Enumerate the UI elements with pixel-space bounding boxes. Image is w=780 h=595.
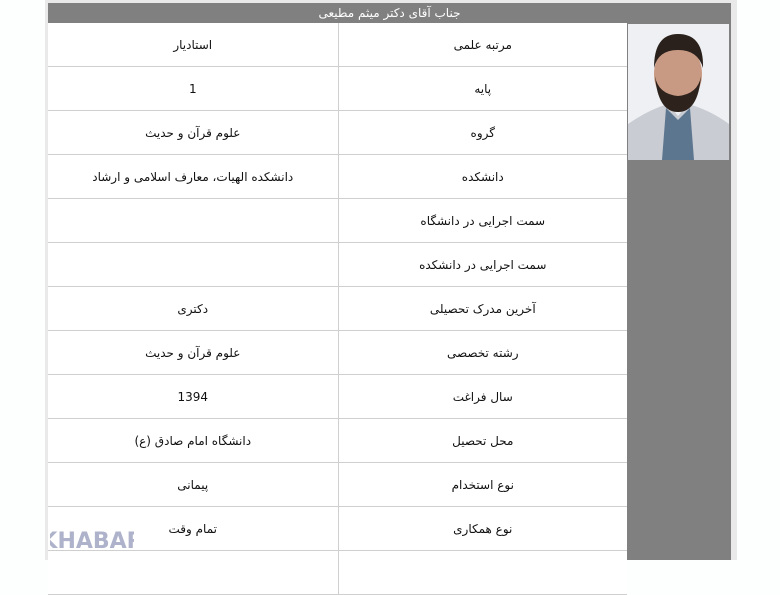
- row-label: محل تحصیل: [452, 433, 514, 448]
- row-label: آخرین مدرک تحصیلی: [429, 301, 536, 316]
- table-row: سمت اجرایی در دانشگاه: [48, 199, 627, 243]
- row-label: نوع همکاری: [453, 521, 513, 536]
- row-value: [48, 243, 339, 286]
- profile-title: جناب آقای دکتر میثم مطیعی: [48, 3, 731, 23]
- row-label: سمت اجرایی در دانشکده: [419, 257, 547, 272]
- row-value: [48, 199, 339, 242]
- table-row: [48, 551, 627, 595]
- row-label: پایه: [474, 81, 492, 96]
- row-label: مرتبه علمی: [453, 37, 512, 52]
- table-row: 1394 سال فراغت: [48, 375, 627, 419]
- row-value: تمام وقت: [48, 507, 339, 550]
- watermark-logo: KHABAR: [40, 520, 143, 556]
- row-label: [339, 551, 628, 594]
- profile-photo: [628, 24, 729, 160]
- row-label: رشته تخصصی: [446, 345, 519, 360]
- row-value: علوم قرآن و حدیث: [48, 331, 339, 374]
- row-value: دکتری: [48, 287, 339, 330]
- row-label: سال فراغت: [452, 389, 513, 404]
- table-row: پیمانی نوع استخدام: [48, 463, 627, 507]
- row-label: دانشکده: [461, 169, 504, 184]
- row-value: علوم قرآن و حدیث: [48, 111, 339, 154]
- row-value: 1394: [48, 375, 339, 418]
- table-row: علوم قرآن و حدیث رشته تخصصی: [48, 331, 627, 375]
- row-value: دانشکده الهیات، معارف اسلامی و ارشاد: [48, 155, 339, 198]
- row-value: [48, 551, 339, 594]
- row-value: دانشگاه امام صادق (ع): [48, 419, 339, 462]
- row-label: نوع استخدام: [451, 477, 514, 492]
- table-row: دانشگاه امام صادق (ع) محل تحصیل: [48, 419, 627, 463]
- table-row: علوم قرآن و حدیث گروه: [48, 111, 627, 155]
- table-row: 1 پایه: [48, 67, 627, 111]
- profile-table: استادیار مرتبه علمی 1 پایه علوم قرآن و حدیث گ…: [48, 23, 627, 595]
- row-value: 1: [48, 67, 339, 110]
- svg-text:KHABAR: KHABAR: [50, 529, 134, 554]
- table-row: سمت اجرایی در دانشکده: [48, 243, 627, 287]
- table-row: استادیار مرتبه علمی: [48, 23, 627, 67]
- row-value: استادیار: [48, 23, 339, 66]
- table-row: دکتری آخرین مدرک تحصیلی: [48, 287, 627, 331]
- row-value: پیمانی: [48, 463, 339, 506]
- row-label: گروه: [470, 125, 495, 140]
- row-label: سمت اجرایی در دانشگاه: [420, 213, 546, 228]
- table-row: تمام وقت نوع همکاری: [48, 507, 627, 551]
- table-row: دانشکده الهیات، معارف اسلامی و ارشاد دانش…: [48, 155, 627, 199]
